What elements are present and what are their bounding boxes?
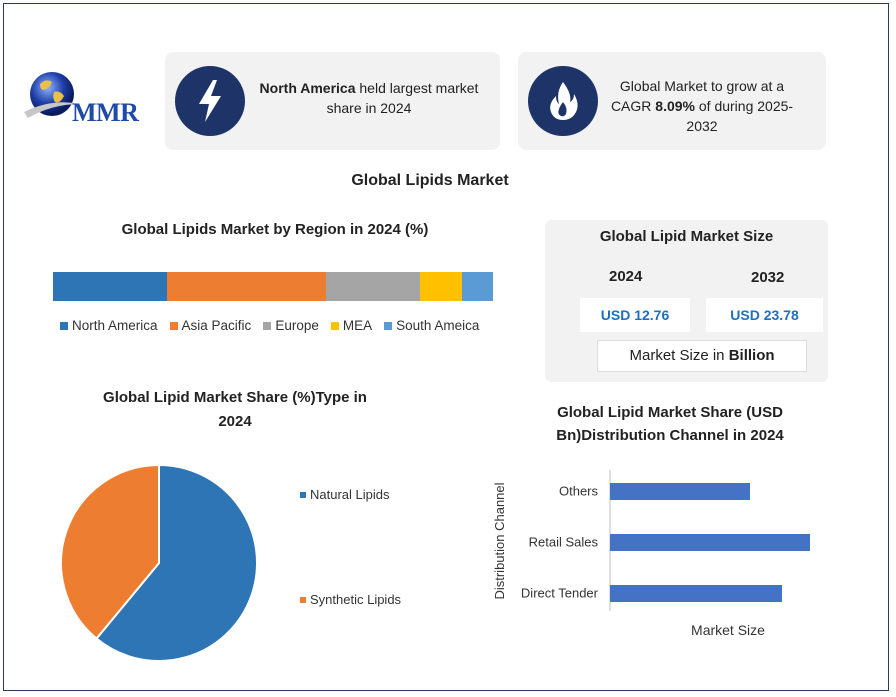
channel-title-line1: Global Lipid Market Share (USD	[557, 404, 783, 421]
legend-synthetic-lipids: Synthetic Lipids	[300, 592, 401, 607]
highlight-card-region: North America held largest market share …	[165, 52, 500, 150]
category-label: Direct Tender	[521, 586, 599, 601]
mmr-logo: MMR	[22, 68, 157, 128]
legend-swatch-synthetic	[300, 596, 306, 603]
legend-label-synthetic: Synthetic Lipids	[310, 592, 402, 607]
region-stacked-bar	[53, 272, 493, 301]
legend-swatch	[263, 321, 272, 330]
value-2032: USD 23.78	[706, 298, 823, 332]
channel-bar-chart: Others Retail Sales Direct Tender Market Si…	[492, 470, 810, 638]
value-2024: USD 12.76	[580, 298, 690, 332]
category-label: Others	[559, 484, 599, 499]
year-2032-label: 2032	[751, 269, 785, 286]
region-segment-mea	[420, 272, 463, 301]
type-pie-chart	[60, 463, 258, 662]
cagr-highlight-text: Global Market to grow at a CAGR 8.09% of…	[602, 76, 802, 136]
type-share-title: Global Lipid Market Share (%)Type in 202…	[70, 386, 400, 434]
region-legend-item: North America	[60, 318, 158, 333]
region-highlight-text: North America held largest market share …	[249, 78, 489, 118]
cagr-text-pre: Global Market to grow at a CAGR	[610, 78, 785, 114]
region-highlight-bold: North America	[259, 80, 356, 96]
lightning-icon	[175, 66, 245, 136]
region-legend-item: MEA	[330, 318, 373, 333]
region-legend: North America Asia Pacific Europe MEA South …	[60, 318, 491, 333]
cagr-value: 8.09%	[655, 98, 695, 114]
market-size-title: Global Lipid Market Size	[599, 228, 774, 245]
main-title: Global Lipids Market	[351, 172, 509, 189]
region-legend-item: Europe	[263, 318, 319, 333]
logo-text: MMR	[72, 98, 139, 127]
region-segment-asia-pacific	[167, 272, 326, 301]
year-2024-label: 2024	[609, 268, 643, 285]
type-share-title-line1: Global Lipid Market Share (%)Type in	[103, 389, 367, 406]
unit-text: Market Size in	[629, 347, 729, 364]
pie-slice-natural-lipids	[95, 463, 258, 662]
legend-label: Europe	[275, 318, 319, 333]
region-segment-south-ameica	[462, 272, 493, 301]
legend-swatch	[330, 321, 339, 330]
legend-swatch	[384, 321, 393, 330]
channel-title-line2: Bn)Distribution Channel in 2024	[556, 427, 784, 444]
category-label: Retail Sales	[529, 535, 599, 550]
legend-label: Asia Pacific	[181, 318, 252, 333]
highlight-card-cagr: Global Market to grow at a CAGR 8.09% of…	[518, 52, 826, 150]
region-chart-title: Global Lipids Market by Region in 2024 (…	[121, 221, 429, 238]
market-size-panel: Global Lipid Market Size 2024 2032 USD 1…	[545, 220, 828, 382]
bar-others	[610, 483, 750, 500]
legend-swatch	[60, 321, 68, 330]
unit-bold: Billion	[728, 347, 775, 364]
infographic-frame	[3, 3, 889, 691]
bar-retail-sales	[610, 534, 810, 551]
flame-icon	[528, 66, 598, 136]
legend-label: South Ameica	[396, 318, 480, 333]
x-axis-label: Market Size	[691, 622, 765, 638]
pie-slice-synthetic-lipids	[60, 463, 160, 640]
type-share-title-line2: 2024	[218, 413, 252, 430]
region-segment-europe	[325, 272, 421, 301]
legend-swatch	[169, 321, 178, 330]
market-size-unit: Market Size in Billion	[597, 340, 807, 372]
bar-direct-tender	[610, 585, 782, 602]
region-segment-north-america	[53, 272, 168, 301]
cagr-text-post: of during 2025-2032	[686, 98, 794, 134]
legend-label: MEA	[342, 318, 373, 333]
y-axis-label: Distribution Channel	[492, 482, 507, 599]
region-legend-item: Asia Pacific	[169, 318, 252, 333]
channel-chart-title: Global Lipid Market Share (USD Bn)Distri…	[520, 401, 820, 447]
region-legend-item: South Ameica	[384, 318, 479, 333]
legend-natural-lipids: Natural Lipids	[300, 487, 390, 502]
globe-icon	[24, 72, 80, 118]
legend-label-natural: Natural Lipids	[310, 487, 390, 502]
legend-label: North America	[72, 318, 158, 333]
legend-swatch-natural	[300, 491, 306, 498]
region-highlight-rest: held largest market share in 2024	[326, 80, 479, 116]
